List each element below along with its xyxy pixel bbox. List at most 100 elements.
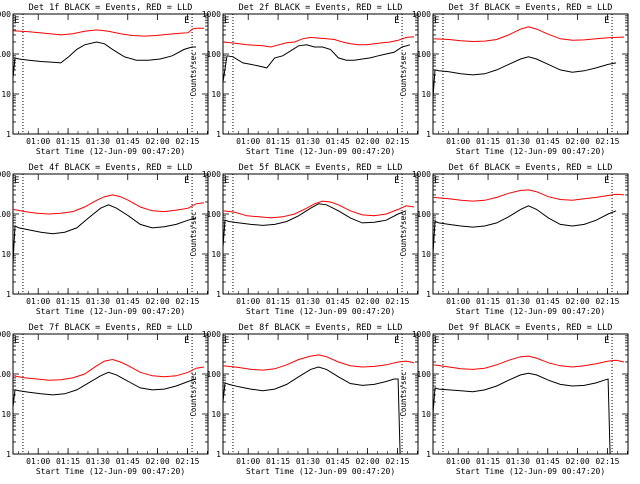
e-marker-right: E	[394, 16, 399, 26]
x-tick-label: 02:15	[385, 137, 409, 146]
panel-det-8: Det 8f BLACK = Events, RED = LLD 1 10 100 10…	[189, 323, 419, 476]
y-tick-label: 10	[421, 90, 431, 99]
y-tick-label: 10	[421, 410, 431, 419]
panel-det-3: Det 3f BLACK = Events, RED = LLD 1 10 100 10…	[399, 3, 629, 156]
y-tick-label: 100	[207, 50, 222, 59]
y-tick-label: 100	[207, 210, 222, 219]
x-tick-label: 01:15	[476, 457, 500, 466]
panel-det-6: Det 6f BLACK = Events, RED = LLD 1 10 100 10…	[399, 163, 629, 316]
e-marker-left: E	[14, 176, 19, 186]
series-events-line	[222, 44, 411, 83]
y-axis-label: Counts/sec	[399, 211, 408, 256]
panel-det-5: Det 5f BLACK = Events, RED = LLD 1 10 100 10…	[189, 163, 419, 316]
series-lld-line	[432, 355, 625, 370]
x-tick-label: 01:15	[266, 297, 290, 306]
y-axis-label: Counts/sec	[399, 371, 408, 416]
y-tick-label: 1000	[202, 10, 221, 19]
y-tick-label: 1000	[0, 330, 11, 339]
x-tick-label: 01:45	[116, 457, 140, 466]
panel-title: Det 4f BLACK = Events, RED = LLD	[29, 163, 193, 173]
series-events-line	[432, 205, 617, 255]
y-tick-label: 10	[211, 410, 221, 419]
x-tick-label: 01:15	[476, 137, 500, 146]
x-tick-label: 02:00	[356, 457, 380, 466]
e-marker-left: E	[434, 16, 439, 26]
y-tick-label: 1	[426, 450, 431, 459]
y-tick-label: 1000	[202, 170, 221, 179]
x-tick-label: 01:00	[446, 297, 470, 306]
y-tick-label: 1000	[0, 170, 11, 179]
x-tick-label: 01:45	[116, 297, 140, 306]
plot-frame	[432, 173, 629, 295]
x-axis-label: Start Time (12-Jun-09 00:47:20)	[36, 147, 185, 156]
panel-det-2: Det 2f BLACK = Events, RED = LLD 1 10 100 10…	[189, 3, 419, 156]
x-tick-label: 01:15	[476, 297, 500, 306]
y-tick-label: 1	[216, 290, 221, 299]
x-axis-label: Start Time (12-Jun-09 00:47:20)	[36, 467, 185, 476]
panel-title: Det 7f BLACK = Events, RED = LLD	[29, 323, 193, 333]
x-tick-label: 01:45	[326, 457, 350, 466]
panel-title: Det 1f BLACK = Events, RED = LLD	[29, 3, 193, 13]
series-events-line	[12, 204, 197, 263]
x-tick-label: 01:30	[296, 137, 320, 146]
x-tick-label: 02:15	[175, 137, 199, 146]
series-events-line	[432, 56, 617, 98]
x-tick-label: 01:15	[266, 137, 290, 146]
x-tick-label: 01:00	[26, 137, 50, 146]
e-marker-left: E	[434, 176, 439, 186]
x-tick-label: 01:00	[236, 297, 260, 306]
x-tick-label: 01:45	[326, 137, 350, 146]
y-tick-label: 1	[6, 130, 11, 139]
plot-frame	[222, 173, 419, 295]
series-lld-line	[222, 354, 415, 371]
x-tick-label: 02:00	[356, 297, 380, 306]
x-tick-label: 01:30	[86, 137, 110, 146]
e-marker-left: E	[224, 176, 229, 186]
x-tick-label: 02:15	[385, 457, 409, 466]
x-tick-label: 01:30	[296, 457, 320, 466]
x-tick-label: 01:15	[266, 457, 290, 466]
x-tick-label: 01:00	[236, 137, 260, 146]
e-marker-right: E	[604, 336, 609, 346]
y-tick-label: 10	[1, 90, 11, 99]
y-tick-label: 1000	[412, 10, 431, 19]
x-axis-label: Start Time (12-Jun-09 00:47:20)	[36, 307, 185, 316]
y-tick-label: 1000	[202, 330, 221, 339]
series-events-line	[432, 372, 613, 455]
y-tick-label: 1	[426, 130, 431, 139]
series-lld-line	[12, 27, 204, 37]
y-axis-label: Counts/sec	[189, 211, 198, 256]
series-lld-line	[432, 26, 625, 43]
panel-title: Det 8f BLACK = Events, RED = LLD	[239, 323, 403, 333]
e-marker-left: E	[434, 336, 439, 346]
e-marker-right: E	[604, 16, 609, 26]
panel-title: Det 6f BLACK = Events, RED = LLD	[449, 163, 613, 173]
y-tick-label: 100	[417, 210, 432, 219]
x-axis-label: Start Time (12-Jun-09 00:47:20)	[456, 147, 605, 156]
panel-title: Det 3f BLACK = Events, RED = LLD	[449, 3, 613, 13]
e-marker-right: E	[394, 176, 399, 186]
y-tick-label: 1	[6, 450, 11, 459]
panel-det-7: Det 7f BLACK = Events, RED = LLD 1 10 100 10…	[0, 323, 209, 476]
series-lld-line	[222, 200, 415, 219]
y-tick-label: 1000	[412, 170, 431, 179]
x-tick-label: 01:45	[326, 297, 350, 306]
x-axis-label: Start Time (12-Jun-09 00:47:20)	[246, 307, 395, 316]
y-tick-label: 10	[211, 90, 221, 99]
y-axis-label: Counts/sec	[189, 371, 198, 416]
series-lld-line	[222, 36, 415, 48]
x-tick-label: 01:00	[236, 457, 260, 466]
x-tick-label: 02:00	[146, 297, 170, 306]
x-axis-label: Start Time (12-Jun-09 00:47:20)	[456, 307, 605, 316]
x-tick-label: 02:00	[566, 297, 590, 306]
x-tick-label: 02:15	[595, 297, 619, 306]
series-events-line	[12, 41, 197, 79]
x-tick-label: 02:15	[385, 297, 409, 306]
x-tick-label: 01:15	[56, 297, 80, 306]
plot-frame	[222, 333, 419, 455]
x-axis-label: Start Time (12-Jun-09 00:47:20)	[456, 467, 605, 476]
x-tick-label: 01:30	[506, 457, 530, 466]
x-tick-label: 01:00	[26, 457, 50, 466]
e-marker-right: E	[184, 16, 189, 26]
